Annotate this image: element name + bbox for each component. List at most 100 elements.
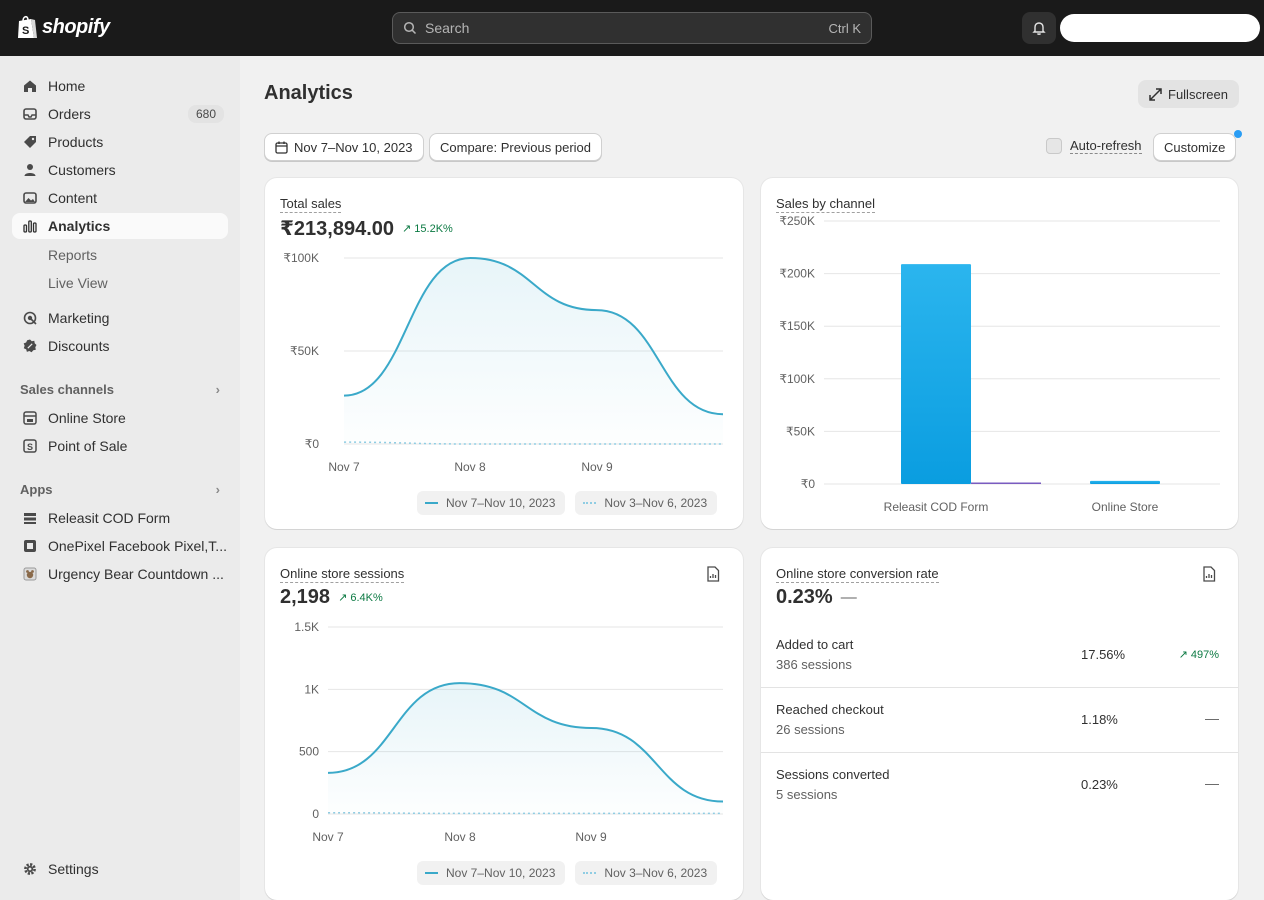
total-sales-title[interactable]: Total sales (280, 196, 342, 213)
calendar-icon (275, 141, 288, 154)
auto-refresh-toggle[interactable]: Auto-refresh (1046, 138, 1142, 154)
search-shortcut: Ctrl K (828, 20, 862, 36)
date-range-label: Nov 7–Nov 10, 2023 (294, 139, 413, 155)
funnel-step-change: — (1205, 775, 1219, 791)
sidebar-item-label: Discounts (48, 338, 110, 354)
fullscreen-label: Fullscreen (1168, 86, 1228, 102)
search-bar[interactable]: Search Ctrl K (392, 12, 872, 44)
sidebar-item-settings[interactable]: Settings (12, 856, 228, 882)
sidebar-item-products[interactable]: Products (12, 129, 228, 155)
compare-label: Compare: Previous period (440, 139, 592, 155)
image-icon (22, 190, 38, 206)
pos-icon: S (22, 438, 38, 454)
total-sales-metric: ₹213,894.00 ↗ 15.2K% (280, 216, 453, 241)
sidebar-item-onepixel[interactable]: OnePixel Facebook Pixel,T... (12, 533, 228, 559)
sidebar-item-home[interactable]: Home (12, 73, 228, 99)
legend-current-period[interactable]: Nov 7–Nov 10, 2023 (417, 491, 566, 515)
search-icon (403, 21, 417, 35)
person-icon (22, 162, 38, 178)
sidebar-item-analytics[interactable]: Analytics (12, 213, 228, 239)
funnel-step-name: Sessions converted (776, 767, 890, 782)
svg-text:S: S (27, 442, 33, 452)
sessions-legend: Nov 7–Nov 10, 2023 Nov 3–Nov 6, 2023 (417, 861, 718, 885)
sidebar-item-label: Customers (48, 162, 116, 178)
funnel-step-percent: 17.56% (1081, 647, 1126, 662)
compare-button[interactable]: Compare: Previous period (429, 133, 603, 161)
conversion-change: — (840, 588, 857, 606)
search-placeholder: Search (425, 20, 470, 36)
sidebar-item-marketing[interactable]: Marketing (12, 305, 228, 331)
report-file-icon[interactable] (706, 566, 720, 582)
sessions-metric: 2,198 ↗ 6.4K% (280, 586, 383, 609)
total-sales-card: Total sales ₹213,894.00 ↗ 15.2K% ₹100K ₹5… (265, 178, 743, 529)
sales-by-channel-card: Sales by channel ₹250K ₹200K ₹150K ₹100K ₹50… (761, 178, 1238, 529)
fullscreen-button[interactable]: Fullscreen (1138, 80, 1239, 108)
legend-current-label: Nov 7–Nov 10, 2023 (446, 866, 556, 880)
funnel-step-name: Reached checkout (776, 702, 884, 717)
funnel-row-added-to-cart: Added to cart 386 sessions 17.56% ↗ 497% (761, 623, 1238, 688)
chevron-right-icon: › (215, 382, 220, 397)
bell-icon (1032, 22, 1046, 35)
sidebar-item-urgency-bear[interactable]: Urgency Bear Countdown ... (12, 561, 228, 587)
sidebar-item-orders[interactable]: Orders 680 (12, 101, 228, 127)
funnel-step-sessions: 26 sessions (776, 722, 845, 737)
legend-solid-swatch (425, 872, 438, 874)
sidebar-item-label: Analytics (48, 218, 111, 234)
sidebar-subitem-reports[interactable]: Reports (48, 247, 98, 263)
y-tick-label: ₹0 (305, 437, 320, 451)
sales-by-channel-title[interactable]: Sales by channel (776, 196, 876, 213)
x-tick-label: Nov 7 (328, 460, 360, 474)
shopify-logo[interactable]: S shopify (16, 14, 110, 40)
sidebar-item-label: Products (48, 134, 104, 150)
y-tick-label: ₹50K (786, 424, 815, 438)
sidebar-item-label: Online Store (48, 410, 126, 426)
customize-label: Customize (1164, 139, 1226, 155)
notifications-button[interactable] (1022, 12, 1056, 44)
funnel-step-percent: 0.23% (1081, 777, 1118, 792)
current-period-area (328, 683, 723, 814)
sidebar-item-discounts[interactable]: Discounts (12, 333, 228, 359)
bar-primary[interactable] (901, 264, 971, 484)
date-range-button[interactable]: Nov 7–Nov 10, 2023 (264, 133, 424, 161)
legend-current-label: Nov 7–Nov 10, 2023 (446, 496, 556, 510)
sessions-change-value: 6.4K% (350, 592, 383, 604)
report-file-icon[interactable] (1202, 566, 1216, 582)
bar-primary[interactable] (1090, 480, 1160, 484)
sessions-card: Online store sessions 2,198 ↗ 6.4K% 1.5K… (265, 548, 743, 900)
y-tick-label: 500 (299, 745, 319, 759)
auto-refresh-checkbox[interactable] (1046, 138, 1062, 154)
sidebar-item-customers[interactable]: Customers (12, 157, 228, 183)
sales-channels-heading[interactable]: Sales channels › (20, 382, 220, 397)
sidebar-item-point-of-sale[interactable]: S Point of Sale (12, 433, 228, 459)
y-tick-label: ₹200K (779, 267, 815, 281)
y-tick-label: ₹100K (779, 372, 815, 386)
legend-current-period[interactable]: Nov 7–Nov 10, 2023 (417, 861, 566, 885)
top-bar: S shopify Search Ctrl K (0, 0, 1264, 56)
bar-secondary[interactable] (971, 482, 1041, 485)
conversion-metric: 0.23% — (776, 586, 857, 609)
y-tick-label: ₹150K (779, 319, 815, 333)
account-menu[interactable] (1060, 14, 1260, 42)
conversion-title[interactable]: Online store conversion rate (776, 566, 939, 583)
sidebar-subitem-live-view[interactable]: Live View (48, 275, 108, 291)
total-sales-value: ₹213,894.00 (280, 218, 395, 240)
total-sales-chart: ₹100K ₹50K ₹0 Nov 7 Nov 8 Nov 9 (283, 251, 724, 474)
discount-icon (22, 338, 38, 354)
onepixel-app-icon (22, 538, 38, 554)
legend-previous-period[interactable]: Nov 3–Nov 6, 2023 (575, 861, 718, 885)
sidebar-item-label: OnePixel Facebook Pixel,T... (48, 538, 227, 554)
total-sales-change: ↗ 15.2K% (402, 223, 453, 235)
y-tick-label: ₹250K (779, 214, 815, 228)
sidebar-item-releasit-cod-form[interactable]: Releasit COD Form (12, 505, 228, 531)
customize-button[interactable]: Customize (1153, 133, 1237, 161)
sidebar-item-content[interactable]: Content (12, 185, 228, 211)
sidebar-item-online-store[interactable]: Online Store (12, 405, 228, 431)
home-icon (22, 78, 38, 94)
auto-refresh-label: Auto-refresh (1070, 138, 1142, 154)
apps-heading[interactable]: Apps › (20, 482, 220, 497)
y-tick-label: ₹0 (801, 477, 816, 491)
y-tick-label: 1K (304, 682, 319, 696)
sessions-title[interactable]: Online store sessions (280, 566, 405, 583)
urgency-bear-app-icon (22, 566, 38, 582)
legend-previous-period[interactable]: Nov 3–Nov 6, 2023 (575, 491, 718, 515)
